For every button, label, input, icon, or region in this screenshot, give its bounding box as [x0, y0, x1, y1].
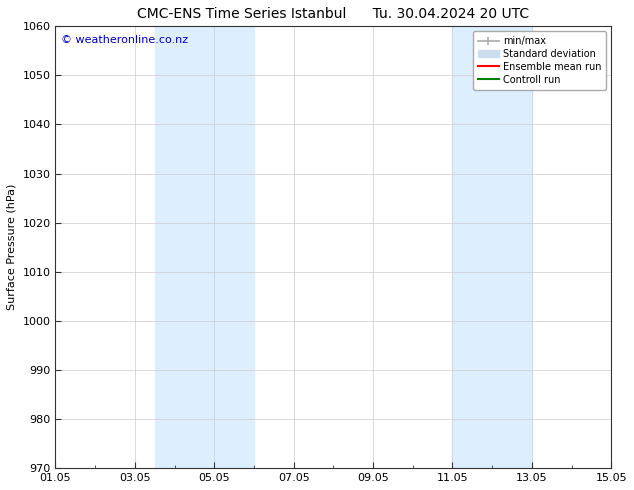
Legend: min/max, Standard deviation, Ensemble mean run, Controll run: min/max, Standard deviation, Ensemble me…: [473, 31, 606, 90]
Title: CMC-ENS Time Series Istanbul      Tu. 30.04.2024 20 UTC: CMC-ENS Time Series Istanbul Tu. 30.04.2…: [138, 7, 529, 21]
Y-axis label: Surface Pressure (hPa): Surface Pressure (hPa): [7, 184, 17, 311]
Text: © weatheronline.co.nz: © weatheronline.co.nz: [61, 35, 188, 45]
Bar: [195, 26, 254, 468]
Bar: [155, 26, 195, 468]
Bar: [453, 26, 492, 468]
Bar: [492, 26, 532, 468]
